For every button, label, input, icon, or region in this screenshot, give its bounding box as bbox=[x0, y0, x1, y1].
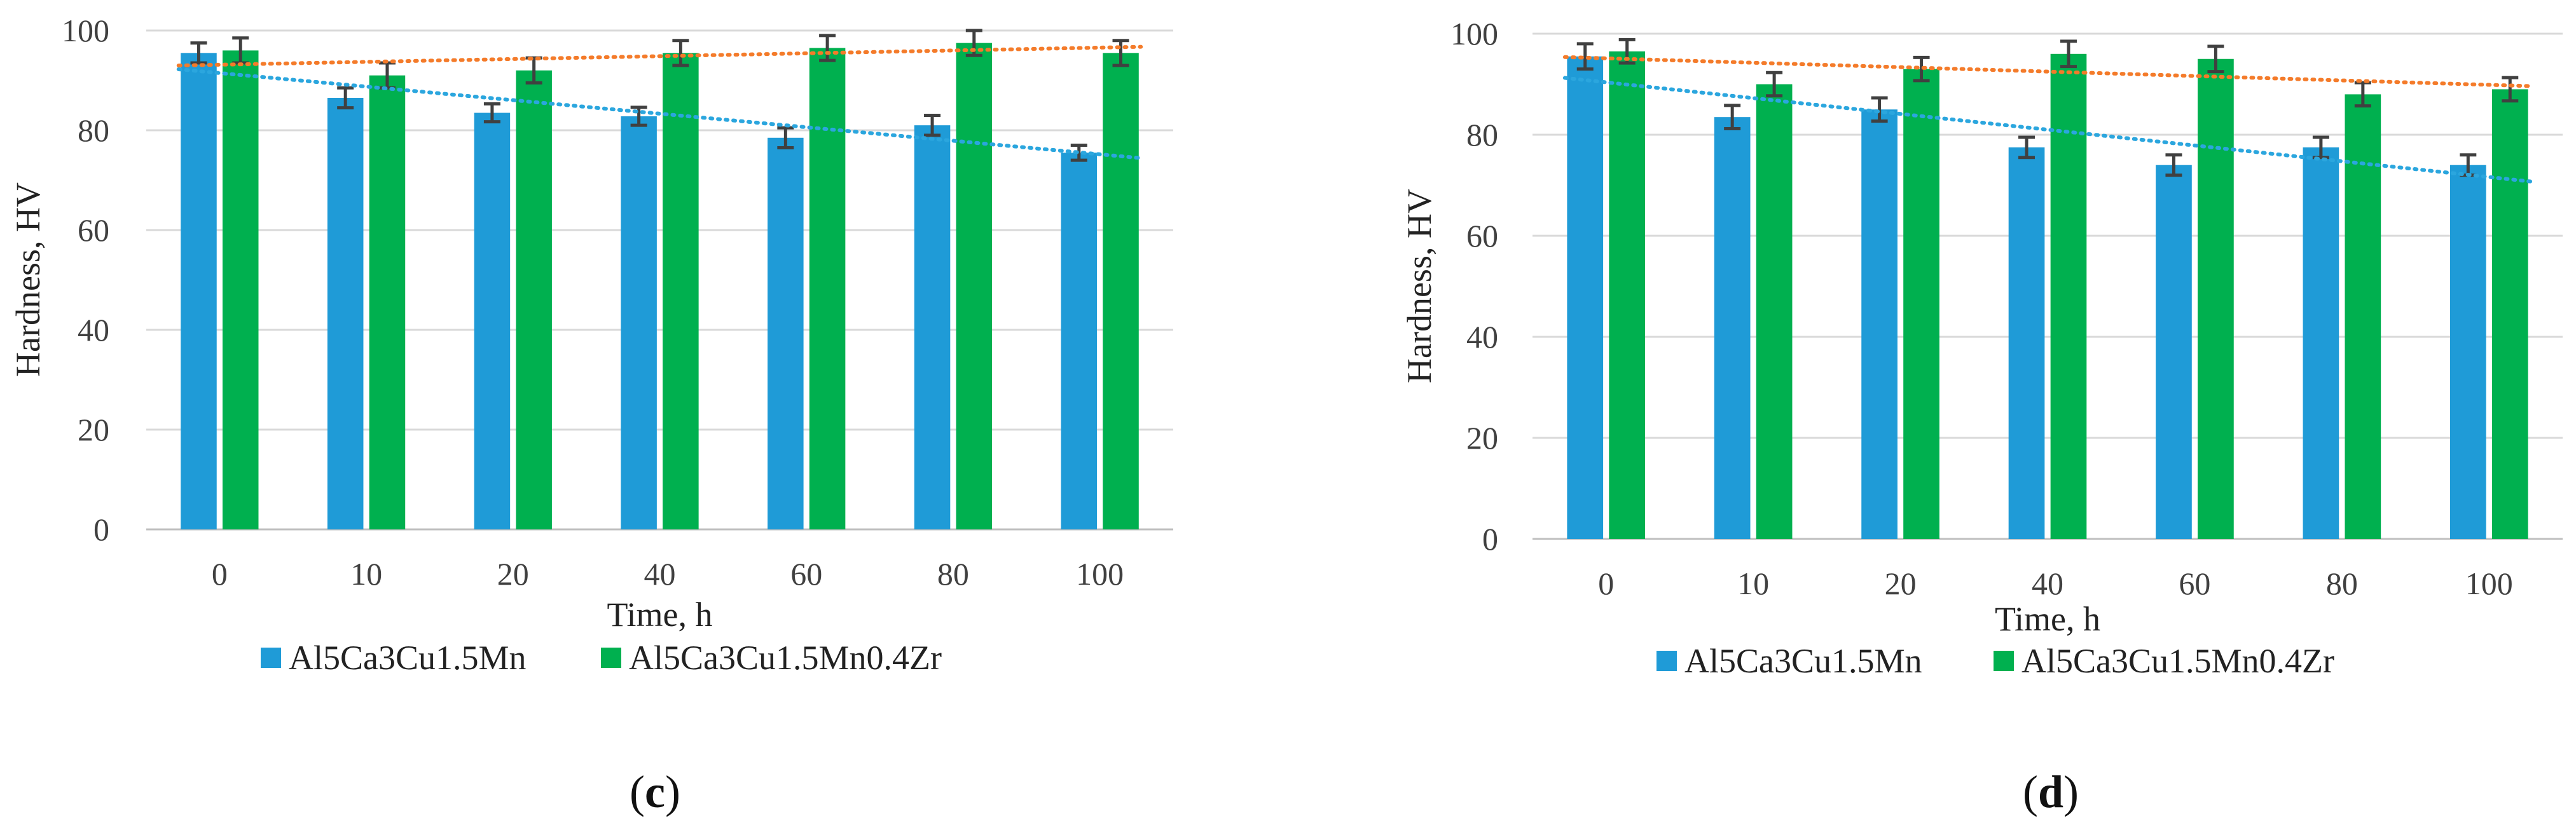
bar-al5ca3cu1-5mn-40 bbox=[2008, 147, 2045, 539]
x-tick-label: 0 bbox=[212, 556, 228, 592]
legend-swatch bbox=[1994, 651, 2014, 671]
bar-al5ca3cu1-5mn0-4zr-80 bbox=[2345, 94, 2381, 539]
legend-label: Al5Ca3Cu1.5Mn bbox=[289, 639, 527, 677]
y-tick-label: 40 bbox=[78, 312, 109, 348]
chart-panel-d: 0 20 40 60 80 100 0 10 20 40 60 80 100 Time, h Hardnes… bbox=[1400, 16, 2563, 817]
error-bar bbox=[337, 86, 354, 110]
legend-swatch bbox=[261, 648, 281, 668]
x-tick-label: 100 bbox=[2465, 566, 2513, 601]
legend-swatch bbox=[1656, 651, 1677, 671]
bar-al5ca3cu1-5mn-10 bbox=[1714, 117, 1751, 540]
error-bar bbox=[1871, 96, 1888, 123]
bar-al5ca3cu1-5mn0-4zr-0 bbox=[1609, 51, 1646, 539]
bar-al5ca3cu1-5mn0-4zr-60 bbox=[809, 48, 846, 530]
bar-al5ca3cu1-5mn0-4zr-40 bbox=[663, 53, 699, 529]
error-bar bbox=[1724, 104, 1741, 130]
legend-swatch bbox=[601, 648, 621, 668]
y-tick-label: 20 bbox=[78, 412, 109, 447]
bar-al5ca3cu1-5mn0-4zr-100 bbox=[1103, 53, 1139, 529]
bar-al5ca3cu1-5mn0-4zr-40 bbox=[2050, 53, 2087, 540]
y-axis-title: Hardness, HV bbox=[1400, 189, 1438, 383]
legend: Al5Ca3Cu1.5Mn Al5Ca3Cu1.5Mn0.4Zr bbox=[261, 639, 942, 677]
error-bar bbox=[1913, 55, 1930, 83]
x-tick-label: 80 bbox=[2326, 566, 2358, 601]
bar-al5ca3cu1-5mn-60 bbox=[768, 137, 804, 529]
error-bar bbox=[190, 41, 207, 65]
x-axis-title: Time, h bbox=[1995, 600, 2100, 638]
x-tick-label: 100 bbox=[1076, 556, 1124, 592]
x-tick-label: 20 bbox=[497, 556, 529, 592]
error-bar bbox=[2165, 153, 2182, 177]
bar-al5ca3cu1-5mn-0 bbox=[1567, 56, 1604, 539]
y-tick-label: 100 bbox=[1450, 16, 1498, 51]
bar-al5ca3cu1-5mn0-4zr-80 bbox=[956, 43, 993, 529]
legend: Al5Ca3Cu1.5Mn Al5Ca3Cu1.5Mn0.4Zr bbox=[1656, 642, 2334, 680]
x-tick-label: 40 bbox=[644, 556, 676, 592]
error-bar bbox=[1576, 42, 1594, 71]
y-tick-label: 60 bbox=[1466, 218, 1498, 254]
error-bar bbox=[2060, 39, 2077, 69]
x-tick-label: 10 bbox=[350, 556, 382, 592]
x-tick-label: 60 bbox=[790, 556, 822, 592]
bar-al5ca3cu1-5mn0-4zr-100 bbox=[2491, 89, 2528, 539]
bar-al5ca3cu1-5mn-100 bbox=[1061, 153, 1098, 529]
y-tick-label: 100 bbox=[62, 13, 109, 48]
error-bar bbox=[924, 113, 941, 137]
bar-al5ca3cu1-5mn-20 bbox=[474, 112, 511, 529]
bar-al5ca3cu1-5mn-80 bbox=[914, 125, 951, 529]
y-tick-label: 40 bbox=[1466, 319, 1498, 355]
bar-al5ca3cu1-5mn-20 bbox=[1861, 109, 1898, 539]
bar-al5ca3cu1-5mn-100 bbox=[2449, 165, 2486, 539]
trendline-al5ca3cu1-5mn bbox=[1562, 76, 2533, 184]
panel-label: (d) bbox=[2023, 766, 2079, 817]
y-tick-label: 0 bbox=[93, 512, 109, 547]
x-tick-label: 60 bbox=[2179, 566, 2210, 601]
bar-al5ca3cu1-5mn0-4zr-10 bbox=[1756, 84, 1793, 539]
error-bar bbox=[672, 39, 689, 67]
legend-label: Al5Ca3Cu1.5Mn0.4Zr bbox=[2022, 642, 2334, 680]
y-tick-label: 80 bbox=[78, 112, 109, 148]
x-tick-label: 40 bbox=[2032, 566, 2063, 601]
bar-al5ca3cu1-5mn-0 bbox=[181, 53, 217, 529]
y-tick-label: 0 bbox=[1482, 521, 1498, 557]
bar-al5ca3cu1-5mn-60 bbox=[2156, 165, 2192, 539]
legend-label: Al5Ca3Cu1.5Mn bbox=[1684, 642, 1922, 680]
x-tick-label: 20 bbox=[1885, 566, 1917, 601]
error-bar bbox=[1070, 144, 1087, 162]
bar-al5ca3cu1-5mn0-4zr-20 bbox=[1903, 69, 1939, 539]
bar-al5ca3cu1-5mn-10 bbox=[327, 97, 364, 530]
x-tick-label: 0 bbox=[1598, 566, 1614, 601]
error-bar bbox=[1766, 71, 1783, 98]
error-bar bbox=[1112, 39, 1129, 67]
y-axis-title: Hardness, HV bbox=[9, 182, 47, 377]
error-bar bbox=[2502, 76, 2519, 103]
bar-al5ca3cu1-5mn0-4zr-60 bbox=[2198, 58, 2234, 539]
bar-al5ca3cu1-5mn-40 bbox=[621, 116, 657, 529]
error-bar bbox=[483, 102, 500, 124]
bar-al5ca3cu1-5mn-80 bbox=[2303, 147, 2339, 539]
panel-label: (c) bbox=[630, 766, 680, 817]
bar-al5ca3cu1-5mn0-4zr-20 bbox=[516, 70, 552, 530]
x-tick-label: 80 bbox=[937, 556, 969, 592]
bar-al5ca3cu1-5mn0-4zr-0 bbox=[222, 50, 259, 529]
legend-label: Al5Ca3Cu1.5Mn0.4Zr bbox=[629, 639, 942, 677]
y-tick-label: 20 bbox=[1466, 420, 1498, 456]
error-bar bbox=[630, 105, 647, 127]
chart-panel-c: 0 20 40 60 80 100 0 10 20 40 60 80 100 Time, h Hardnes… bbox=[9, 13, 1173, 817]
error-bar bbox=[2018, 135, 2035, 160]
trendline-al5ca3cu1-5mn0-4zr bbox=[1562, 55, 2533, 88]
x-tick-label: 10 bbox=[1737, 566, 1769, 601]
error-bar bbox=[2207, 44, 2224, 74]
bar-al5ca3cu1-5mn0-4zr-10 bbox=[369, 75, 406, 529]
trendline-al5ca3cu1-5mn0-4zr bbox=[176, 44, 1143, 68]
error-bar bbox=[777, 126, 794, 149]
y-tick-label: 80 bbox=[1466, 117, 1498, 153]
trendline-al5ca3cu1-5mn bbox=[176, 67, 1143, 160]
x-axis-title: Time, h bbox=[607, 595, 712, 634]
error-bar bbox=[819, 34, 836, 62]
y-tick-label: 60 bbox=[78, 212, 109, 248]
